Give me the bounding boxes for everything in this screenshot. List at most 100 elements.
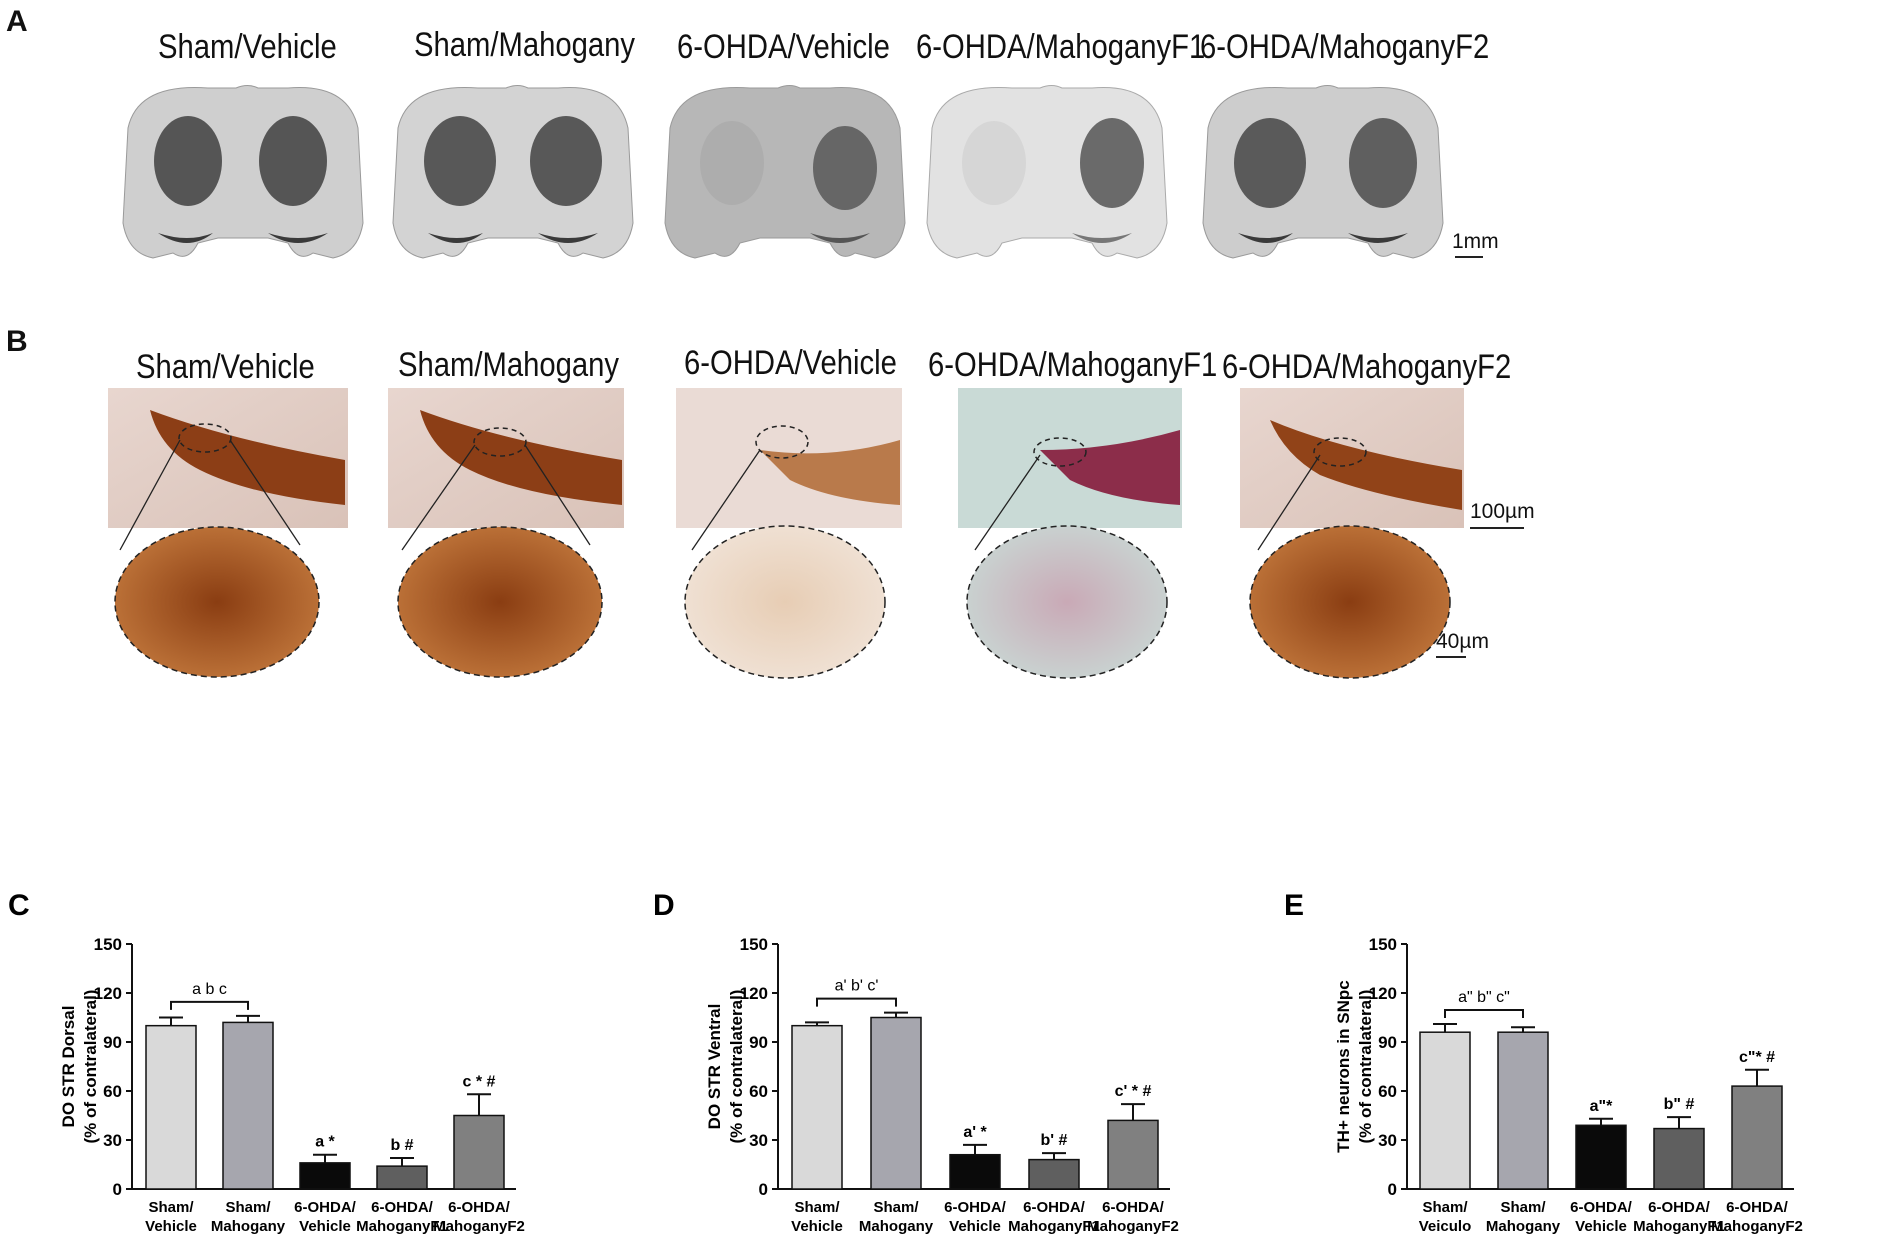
panel-e-x-tick-label: Veiculo: [1419, 1218, 1472, 1235]
panel-d-y-tick-label: 120: [740, 984, 768, 1003]
panel-d-y-axis-label: DO STR Ventral: [705, 1004, 724, 1130]
panel-c-x-tick-label: 6-OHDA/: [448, 1199, 511, 1216]
panel-a-scale-bar: [1455, 256, 1483, 258]
panel-a-title-1: Sham/Vehicle: [158, 28, 337, 66]
micrograph-3: [676, 388, 902, 679]
panel-c-y-axis-label: DO STR Dorsal: [59, 1006, 78, 1128]
panel-a-title-5: 6-OHDA/MahoganyF2: [1200, 28, 1490, 66]
panel-c-x-tick-label: MahoganyF1: [356, 1218, 448, 1235]
panel-d-x-tick-label: MahoganyF2: [1087, 1218, 1179, 1235]
micrograph-2: [388, 388, 624, 678]
panel-e-bar: [1575, 1124, 1627, 1190]
panel-c-x-tick-label: 6-OHDA/: [371, 1199, 434, 1216]
panel-c-letter: C: [8, 889, 30, 922]
panel-e-y-tick-label: 0: [1388, 1180, 1397, 1199]
panel-b-title-3: 6-OHDA/Vehicle: [684, 344, 897, 382]
panel-e-y-tick-label: 150: [1369, 935, 1397, 954]
panel-d-bar-annotation: b' #: [1041, 1132, 1068, 1149]
panel-e-y-tick-label: 60: [1378, 1082, 1397, 1101]
panel-b-scale-bar-inset: [1436, 656, 1466, 658]
panel-d-x-tick-label: Mahogany: [859, 1218, 934, 1235]
panel-c-bar: [222, 1021, 274, 1190]
panel-e-bar: [1497, 1031, 1549, 1190]
panel-d-x-tick-label: Sham/: [794, 1199, 840, 1216]
panel-b-scale-label-main: 100µm: [1470, 500, 1535, 523]
panel-d-y-tick-label: 30: [749, 1131, 768, 1150]
panel-c-x-tick-label: Sham/: [225, 1199, 271, 1216]
brain-section-1: [122, 85, 364, 259]
panel-c-x-tick-label: Vehicle: [299, 1218, 351, 1235]
panel-e-y-axis-label: (% of contralateral): [1356, 990, 1375, 1144]
panel-e-bar: [1653, 1127, 1705, 1190]
panel-e-bar-annotation: b" #: [1664, 1096, 1695, 1113]
panel-e-x-tick-label: 6-OHDA/: [1726, 1199, 1789, 1216]
panel-c-bar: [145, 1024, 197, 1190]
panel-c-x-tick-label: Mahogany: [211, 1218, 286, 1235]
panel-c-y-axis-label: (% of contralateral): [81, 990, 100, 1144]
panel-c-bracket-label: a b c: [192, 981, 227, 998]
panel-e-bracket: [1444, 1009, 1524, 1019]
panel-b-title-2: Sham/Mahogany: [398, 346, 620, 384]
panel-d-x-tick-label: 6-OHDA/: [1102, 1199, 1165, 1216]
micrograph-5: [1240, 388, 1464, 679]
panel-d-x-tick-label: Sham/: [873, 1199, 919, 1216]
panel-d-x-tick-label: Vehicle: [949, 1218, 1001, 1235]
panel-c-bracket: [170, 1000, 249, 1010]
panel-e-x-tick-label: Sham/: [1422, 1199, 1468, 1216]
panel-e-x-tick-label: MahoganyF2: [1711, 1218, 1803, 1235]
panel-d-y-tick-label: 90: [749, 1033, 768, 1052]
panel-c-y-tick-label: 120: [94, 984, 122, 1003]
panel-d-x-tick-label: 6-OHDA/: [944, 1199, 1007, 1216]
panel-b-title-1: Sham/Vehicle: [136, 348, 315, 386]
panel-d-bracket: [816, 997, 897, 1007]
panel-e-bar: [1731, 1085, 1783, 1190]
panel-c-bar-annotation: a *: [315, 1134, 335, 1151]
brain-section-5: [1202, 85, 1444, 259]
panel-c-x-tick-label: MahoganyF2: [433, 1218, 525, 1235]
panel-b-scale-label-inset: 40µm: [1436, 630, 1489, 653]
panel-c-bar: [376, 1165, 428, 1190]
panel-d-y-tick-label: 60: [749, 1082, 768, 1101]
panel-b-title-5: 6-OHDA/MahoganyF2: [1222, 348, 1512, 386]
panel-a-title-2: Sham/Mahogany: [414, 26, 636, 64]
panel-e-x-tick-label: Mahogany: [1486, 1218, 1561, 1235]
panel-d-y-tick-label: 150: [740, 935, 768, 954]
panel-d-bar-annotation: a' *: [963, 1124, 987, 1141]
panel-e-letter: E: [1284, 889, 1304, 922]
panel-e-y-tick-label: 90: [1378, 1033, 1397, 1052]
panel-c-y-tick-label: 60: [103, 1082, 122, 1101]
panel-d-bar-annotation: c' * #: [1115, 1083, 1152, 1100]
panel-c-x-tick-label: Sham/: [148, 1199, 194, 1216]
panel-d-y-tick-label: 0: [759, 1180, 768, 1199]
panel-e-x-tick-label: Sham/: [1500, 1199, 1546, 1216]
panel-d-bar: [1107, 1119, 1159, 1190]
panel-d-y-axis-label: (% of contralateral): [727, 990, 746, 1144]
panel-c-x-tick-label: 6-OHDA/: [294, 1199, 357, 1216]
panel-c-y-tick-label: 90: [103, 1033, 122, 1052]
panel-c-bar-annotation: c * #: [463, 1073, 496, 1090]
panel-e-x-tick-label: 6-OHDA/: [1648, 1199, 1711, 1216]
panel-e-y-tick-label: 30: [1378, 1131, 1397, 1150]
panel-e-bar-annotation: c"* #: [1739, 1049, 1775, 1066]
panel-d-bracket-label: a' b' c': [835, 978, 879, 995]
micrograph-1: [108, 388, 348, 678]
panel-d-x-tick-label: 6-OHDA/: [1023, 1199, 1086, 1216]
panel-c-y-tick-label: 150: [94, 935, 122, 954]
panel-d-letter: D: [653, 889, 675, 922]
panel-b-title-4: 6-OHDA/MahoganyF1: [928, 346, 1218, 384]
panel-b-micrographs: [108, 388, 1464, 679]
panel-d-x-tick-label: Vehicle: [791, 1218, 843, 1235]
micrograph-4: [958, 388, 1182, 679]
panel-d-bar: [1028, 1158, 1080, 1190]
panel-c-y-tick-label: 0: [113, 1180, 122, 1199]
panel-c-bar-annotation: b #: [390, 1137, 413, 1154]
panel-label-a: A: [6, 5, 28, 38]
panel-a-title-3: 6-OHDA/Vehicle: [677, 28, 890, 66]
panel-e-y-axis-label: TH+ neurons in SNpc: [1334, 980, 1353, 1152]
brain-section-4: [926, 85, 1168, 259]
panel-d-bar: [949, 1153, 1001, 1190]
panel-e-bar: [1419, 1031, 1471, 1190]
panel-d-bar: [791, 1024, 843, 1190]
panel-a-scale-label: 1mm: [1452, 230, 1499, 253]
